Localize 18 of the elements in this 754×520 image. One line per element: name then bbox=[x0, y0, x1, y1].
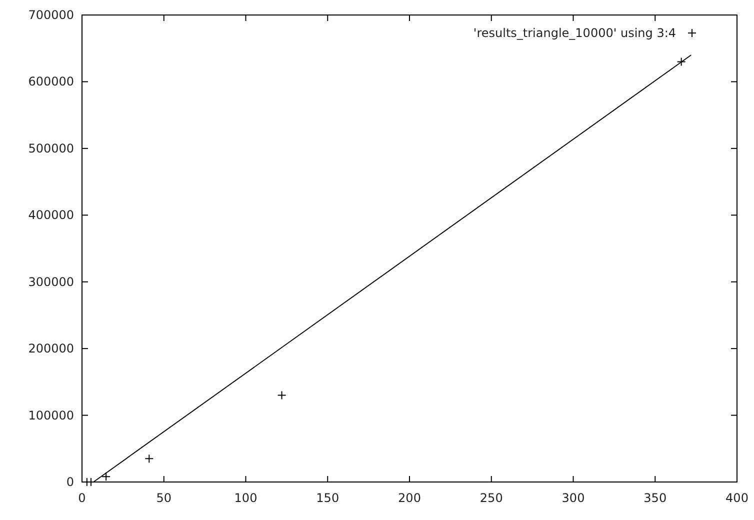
legend-label: 'results_triangle_10000' using 3:4 bbox=[473, 26, 676, 40]
x-tick-label: 250 bbox=[480, 491, 503, 505]
y-tick-label: 500000 bbox=[28, 141, 74, 156]
x-tick-label: 50 bbox=[156, 491, 172, 505]
y-tick-label: 700000 bbox=[28, 8, 74, 22]
x-tick-label: 200 bbox=[398, 491, 421, 505]
y-tick-label: 200000 bbox=[28, 342, 74, 356]
y-tick-label: 0 bbox=[66, 475, 74, 489]
y-tick-label: 300000 bbox=[28, 274, 74, 289]
x-tick-label: 100 bbox=[234, 491, 258, 505]
y-tick-label: 600000 bbox=[28, 74, 74, 89]
x-tick-label: 350 bbox=[644, 491, 667, 505]
x-tick-label: 300 bbox=[562, 491, 585, 505]
y-tick-label: 400000 bbox=[28, 208, 74, 222]
y-tick-label: 100000 bbox=[28, 408, 74, 422]
x-tick-label: 400 bbox=[726, 491, 748, 505]
x-tick-label: 0 bbox=[78, 491, 86, 505]
x-tick-label: 150 bbox=[316, 491, 340, 505]
